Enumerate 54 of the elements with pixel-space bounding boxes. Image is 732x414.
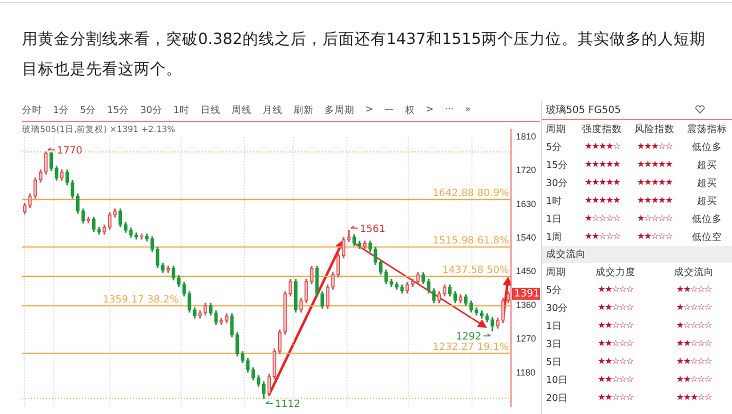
ref-line-label: 1515.98 61.8% [432,236,509,247]
y-tick-label: 1540 [516,232,536,243]
ref-line-label: 1437.58 50% [442,264,509,276]
text: 分时 [22,104,42,118]
annotation: 1391 [514,288,540,300]
text: 月线 [262,104,282,118]
annotation: 1112 [274,398,300,410]
text: 3日 ★★☆☆☆ ★★☆☆☆ [546,338,712,350]
text: 5分 [80,104,96,118]
text: > [426,104,434,117]
text: 10日 ★★☆☆☆ ★★☆☆☆ [546,374,712,386]
text: 1分 [53,104,70,118]
text: ··· [444,104,454,117]
text: 权 [404,104,415,118]
text: 刷新 [293,104,314,118]
text: 1周 ★★☆☆☆ ★★☆☆☆ 低位空 [546,232,722,242]
text: 成交流向 [542,246,732,263]
y-tick-label: 1270 [516,334,536,344]
ref-line-label: 1642.88 80.9% [432,188,509,200]
y-tick-label: 1720 [516,165,536,176]
y-tick-label: 1180 [516,367,536,378]
annotation: 1561 [360,224,386,235]
text: 周期 成交力度 成交流向 [546,266,714,278]
text: 15分 ★★★★★ ★★★★★ 超买 [546,160,717,170]
text: 5分 ★★★★☆ ★★★☆☆ 低位多 [546,142,722,152]
ref-line-label: 1359.17 38.2% [102,294,179,306]
ref-line-label: 1232.27 19.1% [432,342,509,353]
text: 1日 ★★☆☆☆ ★☆☆☆☆ [546,320,712,332]
annotation: 1292 [456,332,482,343]
text: 1时 ★★★★★ ★★★★★ 超买 [546,196,717,206]
text: 日线 [200,104,220,118]
annotation: 1770 [56,145,82,156]
text: 周期 强度指数 风险指数 震荡指标 [546,124,727,134]
text: 15分 [107,104,130,118]
chart-title: 用黄金分割线来看，突破0.382的线之后，后面还有1437和1515两个压力位。其实做多的人短期目标也是先看这两个。 [22,29,706,80]
y-tick-label: 1450 [516,266,536,276]
text: 1时 [173,104,190,118]
y-tick-label: 1810 [516,131,536,142]
text: 5分 ★★☆☆☆ ★★☆☆☆ [546,284,712,296]
text: 周线 [231,104,252,118]
text: 玻璃505 FG505 [546,104,621,116]
text: 30分 [140,104,162,118]
y-tick-label: 1360 [516,300,536,310]
text: 20日 ★★☆☆☆ ★★★☆☆ [546,392,712,404]
text: 1日 ★☆☆☆☆ ★☆☆☆☆ 低位多 [546,214,722,224]
text: 5日 ★★☆☆☆ ★★☆☆☆ [546,356,712,368]
text: 30分 ★★☆☆☆ ★☆☆☆☆ [546,302,712,314]
chart-subtitle: 玻璃505(1日,前复权) ×1391 +2.13% [22,124,176,136]
text: » [464,104,471,117]
text: 多周期 [324,104,354,118]
text: 30分 ★★★★★ ★★★★★ 超买 [546,178,717,188]
y-tick-label: 1630 [516,198,536,209]
text: > [365,104,374,117]
text: — [384,104,394,117]
